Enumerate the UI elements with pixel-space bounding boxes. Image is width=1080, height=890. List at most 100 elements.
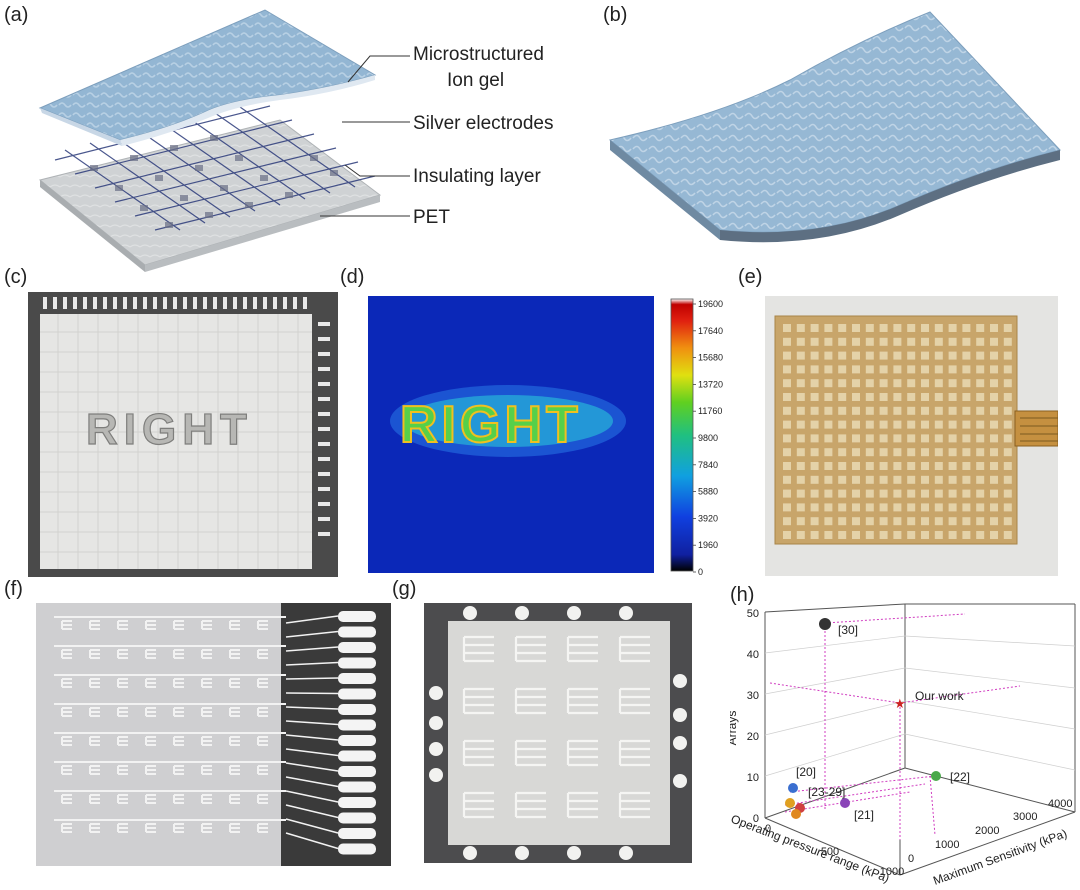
x-tick-500: 500 xyxy=(821,846,839,858)
array-cell xyxy=(879,337,888,346)
panel-label-e: (e) xyxy=(738,266,763,288)
sensor-cell xyxy=(173,649,184,659)
array-cell xyxy=(879,420,888,429)
interdigitated-cell xyxy=(618,635,650,663)
point-30 xyxy=(819,618,831,630)
flex-connector xyxy=(1014,410,1058,447)
comparison-3d-chart: 50 40 30 20 10 0 Arrays 0 500 1000 Opera… xyxy=(730,603,1076,888)
panel-label-g: (g) xyxy=(392,578,417,600)
round-pad xyxy=(429,686,443,700)
array-cell xyxy=(921,393,929,401)
array-cell xyxy=(852,448,860,457)
array-cell xyxy=(921,503,929,512)
sensor-cell xyxy=(173,794,184,804)
sensor-cell xyxy=(201,794,212,804)
array-cell xyxy=(893,434,902,443)
array-cell xyxy=(824,517,833,526)
array-cell xyxy=(921,420,929,429)
array-cell xyxy=(838,324,847,332)
array-cell xyxy=(810,489,819,498)
sensor-cell xyxy=(117,707,128,717)
array-cell xyxy=(893,393,902,401)
array-cell xyxy=(921,337,929,346)
array-cell xyxy=(976,517,985,526)
pad-trace xyxy=(285,734,339,741)
array-cell xyxy=(934,462,943,470)
array-cell xyxy=(976,393,985,401)
interdigitated-cell xyxy=(566,687,598,715)
interdigitated-cell xyxy=(462,635,494,663)
array-cell xyxy=(934,406,943,415)
y-axis-label: Maximum Sensitivity (kPa) xyxy=(931,826,1069,888)
array-cell xyxy=(1003,406,1012,415)
array-cell xyxy=(783,365,791,374)
array-cell xyxy=(824,503,833,512)
array-cell xyxy=(990,351,998,360)
array-cell xyxy=(824,351,833,360)
array-cell xyxy=(990,434,998,443)
array-cell xyxy=(893,337,902,346)
pad-trace xyxy=(285,706,339,710)
sensor-cell xyxy=(117,736,128,746)
sensor-cell xyxy=(201,649,212,659)
sensor-cell xyxy=(145,823,156,833)
label-pet: PET xyxy=(413,207,450,228)
label-insulating-layer: Insulating layer xyxy=(413,166,541,187)
array-cell xyxy=(824,406,833,415)
colorbar-tick: 15680 xyxy=(698,353,723,363)
array-cell xyxy=(907,462,916,470)
array-cell xyxy=(962,531,971,539)
point-our-work: ★ xyxy=(894,696,906,711)
sensor-cell xyxy=(257,707,268,717)
colorbar-tick: 11760 xyxy=(698,406,722,416)
array-cell xyxy=(783,448,791,457)
sensor-cell xyxy=(173,823,184,833)
heatmap-colorbar xyxy=(670,298,694,572)
array-cell xyxy=(907,393,916,401)
interdigitated-cell xyxy=(514,635,546,663)
array-cell xyxy=(879,503,888,512)
array-cell xyxy=(962,434,971,443)
array-cell xyxy=(824,324,833,332)
array-cell xyxy=(948,393,957,401)
array-cell xyxy=(948,324,957,332)
contact-pad xyxy=(338,828,376,839)
array-cell xyxy=(990,420,998,429)
array-cell xyxy=(976,420,985,429)
array-cell xyxy=(921,379,929,388)
array-cell xyxy=(865,379,874,388)
array-cell xyxy=(810,351,819,360)
array-cell xyxy=(976,462,985,470)
array-cell xyxy=(934,337,943,346)
array-cell xyxy=(879,406,888,415)
array-cell xyxy=(783,324,791,332)
sensor-cell xyxy=(229,736,240,746)
round-pad xyxy=(619,846,633,860)
array-cell xyxy=(783,517,791,526)
pad-trace xyxy=(285,692,339,695)
pad-trace xyxy=(285,615,339,624)
z-tick-0: 0 xyxy=(753,813,759,825)
array-cell xyxy=(838,406,847,415)
array-cell xyxy=(783,462,791,470)
array-cell xyxy=(962,351,971,360)
array-cell xyxy=(934,365,943,374)
array-cell xyxy=(990,475,998,484)
point-23-29c xyxy=(791,809,801,819)
array-cell xyxy=(810,434,819,443)
array-cell xyxy=(976,448,985,457)
array-cell xyxy=(838,531,847,539)
sensor-cell xyxy=(229,707,240,717)
sensor-cell xyxy=(145,765,156,775)
array-cell xyxy=(907,365,916,374)
array-cell xyxy=(796,324,805,332)
interdigitated-cell xyxy=(462,687,494,715)
array-cell xyxy=(921,324,929,332)
sensor-cell xyxy=(257,794,268,804)
array-cell xyxy=(921,406,929,415)
z-tick-50: 50 xyxy=(747,608,759,620)
array-cell xyxy=(921,517,929,526)
array-cell xyxy=(962,420,971,429)
contact-pad xyxy=(338,626,376,638)
array-cell xyxy=(838,420,847,429)
